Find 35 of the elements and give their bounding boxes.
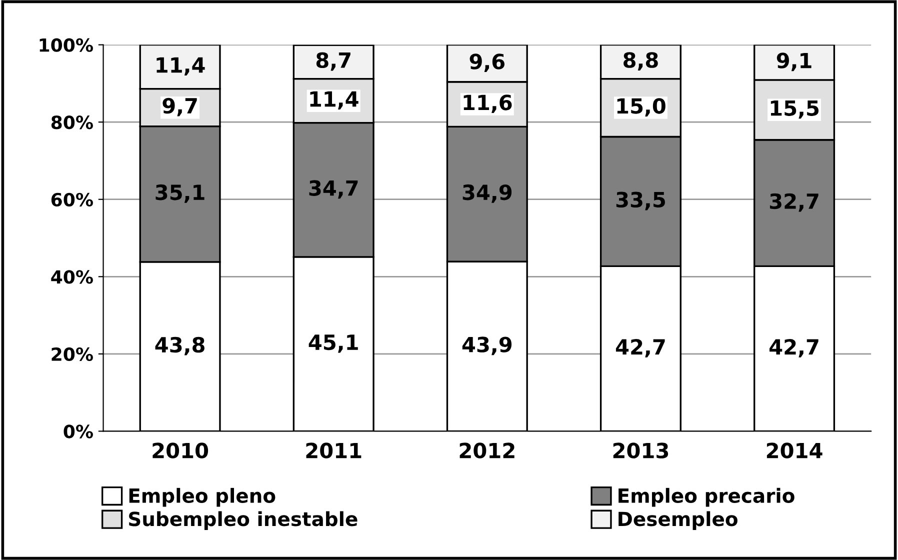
data-label: 35,1: [156, 184, 204, 203]
data-label: 43,9: [462, 336, 512, 356]
y-tick-label: 40%: [51, 270, 93, 284]
y-tick-label: 100%: [40, 38, 93, 52]
data-label: 32,7: [770, 193, 818, 212]
data-label: 34,7: [309, 180, 358, 199]
data-label: 8,8: [624, 52, 658, 71]
x-tick-label: 2013: [613, 442, 668, 458]
x-tick-label: 2012: [460, 442, 514, 458]
legend-label: Empleo precario: [618, 488, 794, 507]
data-label: 9,7: [162, 98, 197, 116]
data-label: 11,4: [156, 57, 205, 76]
data-label: 8,7: [316, 52, 350, 71]
data-label: 45,1: [308, 334, 358, 353]
legend-label: Empleo pleno: [129, 488, 276, 507]
y-tick-label: 60%: [51, 192, 93, 206]
data-label: 9,1: [776, 52, 812, 72]
y-tick-label: 80%: [51, 116, 93, 130]
legend-label: Desempleo: [618, 511, 738, 530]
data-label: 15,0: [617, 98, 666, 116]
data-label: 42,7: [616, 338, 665, 358]
x-tick-label: 2014: [766, 442, 822, 458]
data-label: 11,6: [464, 94, 512, 114]
x-tick-label: 2010: [152, 442, 208, 458]
x-tick-label: 2011: [306, 442, 362, 458]
data-label: 42,7: [770, 338, 818, 358]
data-label: 11,4: [310, 91, 358, 110]
data-label: 9,6: [470, 54, 504, 72]
data-label: 43,8: [155, 336, 204, 356]
data-label: 34,9: [462, 184, 512, 203]
y-tick-label: 0%: [64, 424, 93, 438]
data-label: 15,5: [770, 100, 819, 119]
y-tick-label: 20%: [52, 347, 93, 362]
data-label: 33,5: [616, 192, 665, 210]
legend-label: Subempleo inestable: [129, 511, 358, 530]
